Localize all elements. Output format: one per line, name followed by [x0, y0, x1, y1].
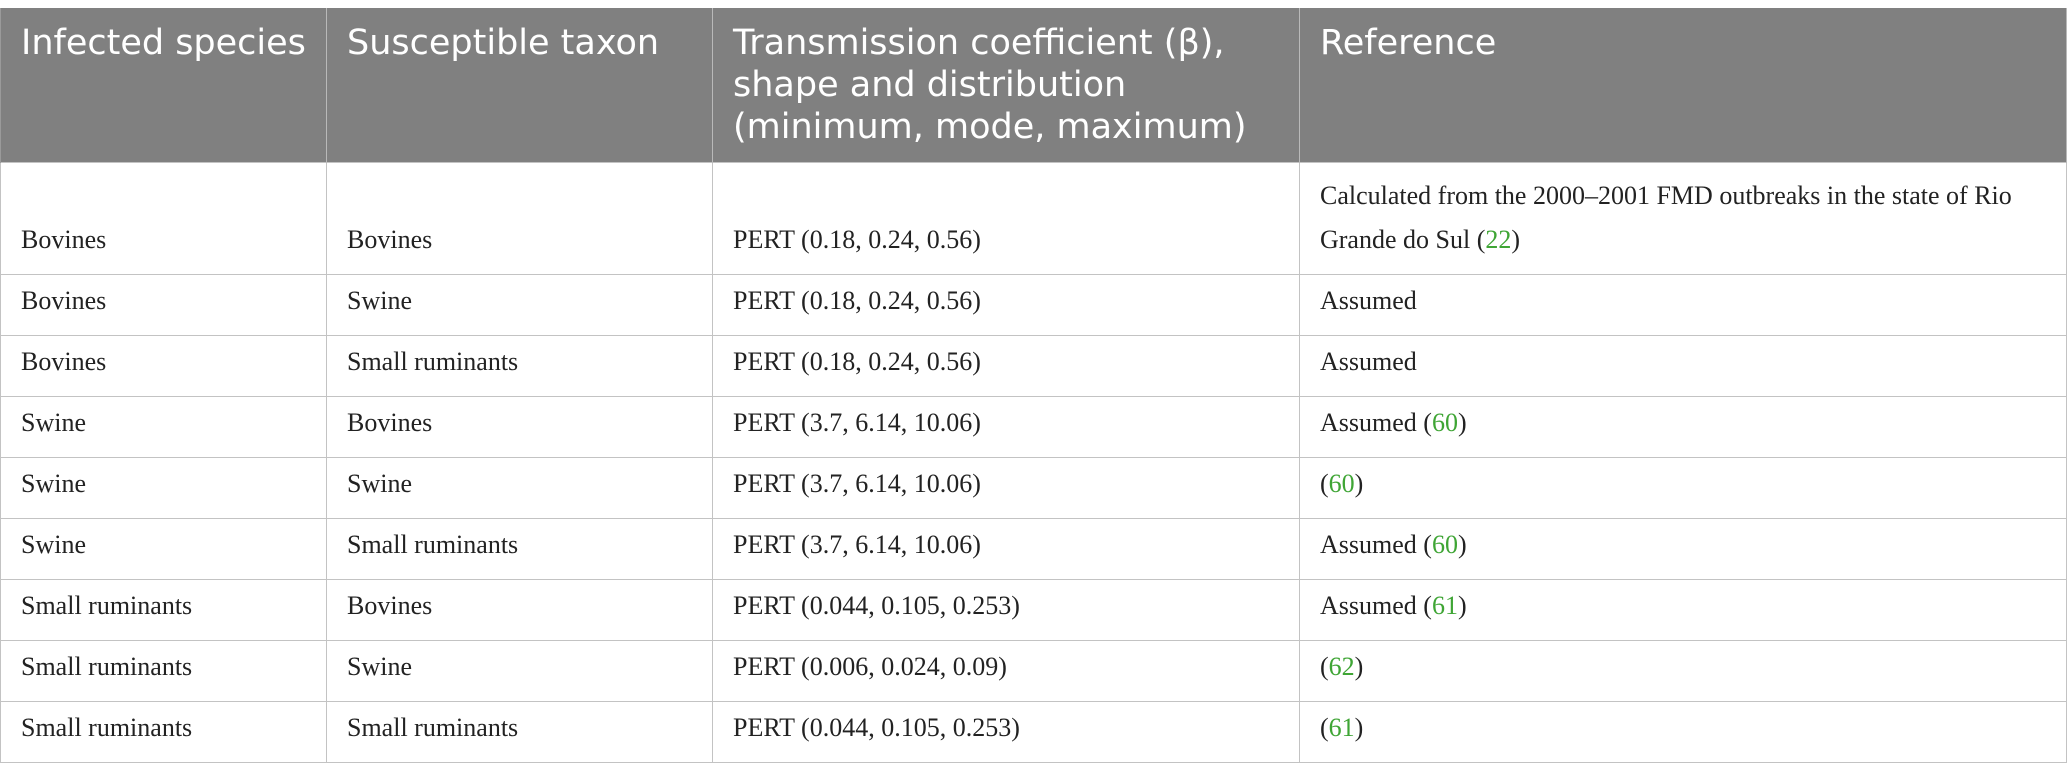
reference-text: (: [1320, 652, 1329, 681]
reference-text-suffix: ): [1511, 225, 1521, 254]
table-row: Bovines Small ruminants PERT (0.18, 0.24, …: [0, 335, 2067, 397]
reference-citation-link[interactable]: 61: [1431, 591, 1458, 620]
cell-reference: Assumed (61): [1299, 579, 2067, 641]
cell-susceptible-taxon: Bovines: [326, 579, 713, 641]
cell-susceptible-taxon: Bovines: [326, 162, 713, 275]
transmission-table-container: Infected species Susceptible taxon Trans…: [0, 8, 2067, 763]
cell-transmission-coefficient: PERT (3.7, 6.14, 10.06): [712, 396, 1300, 458]
table-row: Bovines Swine PERT (0.18, 0.24, 0.56) Assum…: [0, 274, 2067, 336]
cell-susceptible-taxon: Swine: [326, 457, 713, 519]
cell-transmission-coefficient: PERT (0.044, 0.105, 0.253): [712, 579, 1300, 641]
cell-reference: (62): [1299, 640, 2067, 702]
cell-reference: Calculated from the 2000–2001 FMD outbre…: [1299, 162, 2067, 275]
reference-text-suffix: ): [1457, 530, 1467, 559]
cell-transmission-coefficient: PERT (0.18, 0.24, 0.56): [712, 274, 1300, 336]
reference-citation-link[interactable]: 22: [1485, 225, 1512, 254]
cell-infected-species: Bovines: [0, 162, 327, 275]
cell-infected-species: Swine: [0, 396, 327, 458]
cell-susceptible-taxon: Small ruminants: [326, 335, 713, 397]
reference-citation-link[interactable]: 60: [1328, 469, 1355, 498]
reference-text: Assumed: [1320, 286, 1417, 315]
reference-text: (: [1320, 469, 1329, 498]
cell-transmission-coefficient: PERT (0.18, 0.24, 0.56): [712, 335, 1300, 397]
reference-citation-link[interactable]: 61: [1328, 713, 1355, 742]
reference-text-suffix: ): [1354, 469, 1364, 498]
reference-text: Calculated from the 2000–2001 FMD outbre…: [1320, 181, 2012, 254]
header-reference: Reference: [1299, 8, 2067, 163]
reference-text-suffix: ): [1354, 713, 1364, 742]
cell-infected-species: Small ruminants: [0, 701, 327, 763]
reference-text: Assumed: [1320, 347, 1417, 376]
cell-transmission-coefficient: PERT (3.7, 6.14, 10.06): [712, 518, 1300, 580]
cell-transmission-coefficient: PERT (0.18, 0.24, 0.56): [712, 162, 1300, 275]
cell-infected-species: Bovines: [0, 335, 327, 397]
cell-infected-species: Swine: [0, 518, 327, 580]
header-infected-species: Infected species: [0, 8, 327, 163]
cell-infected-species: Small ruminants: [0, 640, 327, 702]
cell-transmission-coefficient: PERT (0.044, 0.105, 0.253): [712, 701, 1300, 763]
reference-text-suffix: ): [1457, 591, 1467, 620]
cell-infected-species: Swine: [0, 457, 327, 519]
cell-reference: Assumed (60): [1299, 518, 2067, 580]
reference-citation-link[interactable]: 60: [1431, 408, 1458, 437]
transmission-coefficient-table: Infected species Susceptible taxon Trans…: [0, 8, 2067, 763]
cell-infected-species: Bovines: [0, 274, 327, 336]
table-header-row: Infected species Susceptible taxon Trans…: [0, 8, 2067, 163]
table-row: Small ruminants Swine PERT (0.006, 0.024, …: [0, 640, 2067, 702]
reference-text: Assumed (: [1320, 530, 1432, 559]
reference-text-suffix: ): [1354, 652, 1364, 681]
table-row: Swine Small ruminants PERT (3.7, 6.14, 10.…: [0, 518, 2067, 580]
reference-text: Assumed (: [1320, 408, 1432, 437]
cell-infected-species: Small ruminants: [0, 579, 327, 641]
reference-text-suffix: ): [1457, 408, 1467, 437]
table-row: Small ruminants Small ruminants PERT (0.04…: [0, 701, 2067, 763]
cell-reference: (60): [1299, 457, 2067, 519]
cell-susceptible-taxon: Swine: [326, 640, 713, 702]
cell-reference: (61): [1299, 701, 2067, 763]
cell-susceptible-taxon: Bovines: [326, 396, 713, 458]
reference-citation-link[interactable]: 60: [1431, 530, 1458, 559]
reference-text: Assumed (: [1320, 591, 1432, 620]
cell-reference: Assumed: [1299, 335, 2067, 397]
reference-text: (: [1320, 713, 1329, 742]
header-susceptible-taxon: Susceptible taxon: [326, 8, 713, 163]
table-row: Small ruminants Bovines PERT (0.044, 0.105…: [0, 579, 2067, 641]
table-row: Swine Bovines PERT (3.7, 6.14, 10.06) Assum…: [0, 396, 2067, 458]
reference-citation-link[interactable]: 62: [1328, 652, 1355, 681]
table-row: Bovines Bovines PERT (0.18, 0.24, 0.56) Cal…: [0, 162, 2067, 275]
cell-reference: Assumed: [1299, 274, 2067, 336]
cell-transmission-coefficient: PERT (3.7, 6.14, 10.06): [712, 457, 1300, 519]
table-row: Swine Swine PERT (3.7, 6.14, 10.06) (60): [0, 457, 2067, 519]
cell-transmission-coefficient: PERT (0.006, 0.024, 0.09): [712, 640, 1300, 702]
cell-reference: Assumed (60): [1299, 396, 2067, 458]
cell-susceptible-taxon: Swine: [326, 274, 713, 336]
table-body: Bovines Bovines PERT (0.18, 0.24, 0.56) Cal…: [0, 162, 2067, 763]
cell-susceptible-taxon: Small ruminants: [326, 518, 713, 580]
header-transmission-coefficient: Transmission coefficient (β), shape and …: [712, 8, 1300, 163]
cell-susceptible-taxon: Small ruminants: [326, 701, 713, 763]
